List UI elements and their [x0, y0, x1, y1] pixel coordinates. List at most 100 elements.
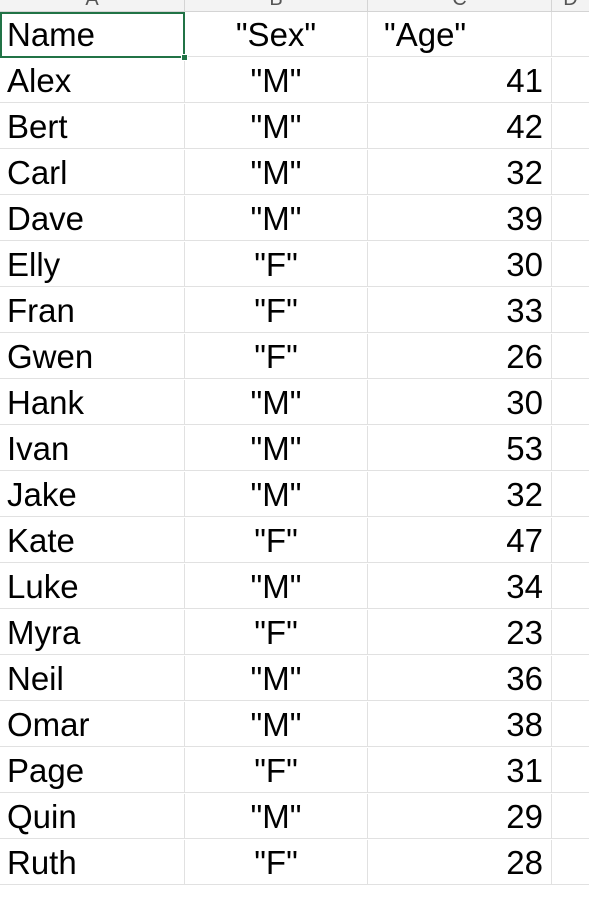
header-cell-sex[interactable]: "Sex" [185, 12, 368, 57]
name-cell[interactable]: Neil [0, 656, 185, 701]
sex-cell[interactable]: "M" [185, 150, 368, 195]
sex-cell[interactable]: "F" [185, 288, 368, 333]
age-cell[interactable]: 42 [368, 104, 552, 149]
name-cell[interactable]: Quin [0, 794, 185, 839]
sex-cell[interactable]: "M" [185, 104, 368, 149]
empty-cell[interactable] [552, 334, 589, 379]
empty-cell[interactable] [552, 840, 589, 885]
age-cell[interactable]: 26 [368, 334, 552, 379]
table-row: Bert "M" 42 [0, 104, 589, 150]
sex-cell[interactable]: "F" [185, 840, 368, 885]
age-cell[interactable]: 34 [368, 564, 552, 609]
sex-cell[interactable]: "F" [185, 518, 368, 563]
age-cell[interactable]: 32 [368, 472, 552, 517]
column-header-d[interactable]: D [552, 0, 589, 11]
table-row: Luke "M" 34 [0, 564, 589, 610]
age-cell[interactable]: 23 [368, 610, 552, 655]
age-cell[interactable]: 53 [368, 426, 552, 471]
sex-cell[interactable]: "M" [185, 794, 368, 839]
sex-cell[interactable]: "F" [185, 334, 368, 379]
empty-cell[interactable] [552, 518, 589, 563]
table-row: Jake "M" 32 [0, 472, 589, 518]
name-cell[interactable]: Page [0, 748, 185, 793]
name-cell[interactable]: Kate [0, 518, 185, 563]
table-row: Fran "F" 33 [0, 288, 589, 334]
sex-cell[interactable]: "M" [185, 564, 368, 609]
sex-cell[interactable]: "M" [185, 380, 368, 425]
sex-cell[interactable]: "M" [185, 702, 368, 747]
name-cell[interactable]: Hank [0, 380, 185, 425]
age-cell[interactable]: 30 [368, 380, 552, 425]
age-cell[interactable]: 47 [368, 518, 552, 563]
table-row: Hank "M" 30 [0, 380, 589, 426]
header-cell-name[interactable]: Name [0, 12, 185, 57]
name-cell[interactable]: Ivan [0, 426, 185, 471]
column-header-b[interactable]: B [185, 0, 368, 11]
name-cell[interactable]: Ruth [0, 840, 185, 885]
table-row: Omar "M" 38 [0, 702, 589, 748]
name-cell[interactable]: Jake [0, 472, 185, 517]
empty-cell[interactable] [552, 242, 589, 287]
empty-cell[interactable] [552, 104, 589, 149]
age-cell[interactable]: 28 [368, 840, 552, 885]
sex-cell[interactable]: "M" [185, 196, 368, 241]
age-cell[interactable]: 33 [368, 288, 552, 333]
name-cell[interactable]: Luke [0, 564, 185, 609]
table-row: Gwen "F" 26 [0, 334, 589, 380]
header-cell-age[interactable]: "Age" [368, 12, 552, 57]
sex-cell[interactable]: "F" [185, 242, 368, 287]
table-row: Carl "M" 32 [0, 150, 589, 196]
empty-cell[interactable] [552, 12, 589, 57]
table-row: Kate "F" 47 [0, 518, 589, 564]
empty-cell[interactable] [552, 610, 589, 655]
empty-cell[interactable] [552, 150, 589, 195]
age-cell[interactable]: 36 [368, 656, 552, 701]
age-cell[interactable]: 30 [368, 242, 552, 287]
age-cell[interactable]: 39 [368, 196, 552, 241]
name-cell[interactable]: Carl [0, 150, 185, 195]
name-cell[interactable]: Alex [0, 58, 185, 103]
sex-cell[interactable]: "F" [185, 610, 368, 655]
column-header-bar: A B C D [0, 0, 589, 12]
empty-cell[interactable] [552, 794, 589, 839]
age-cell[interactable]: 29 [368, 794, 552, 839]
name-cell[interactable]: Bert [0, 104, 185, 149]
empty-cell[interactable] [552, 426, 589, 471]
empty-cell[interactable] [552, 656, 589, 701]
table-row: Neil "M" 36 [0, 656, 589, 702]
fill-handle[interactable] [181, 54, 188, 61]
empty-cell[interactable] [552, 702, 589, 747]
sex-cell[interactable]: "M" [185, 656, 368, 701]
age-cell[interactable]: 31 [368, 748, 552, 793]
table-row: Alex "M" 41 [0, 58, 589, 104]
table-row: Quin "M" 29 [0, 794, 589, 840]
name-cell[interactable]: Fran [0, 288, 185, 333]
empty-cell[interactable] [552, 196, 589, 241]
sex-cell[interactable]: "M" [185, 58, 368, 103]
empty-cell[interactable] [552, 380, 589, 425]
sex-cell[interactable]: "M" [185, 472, 368, 517]
sex-cell[interactable]: "M" [185, 426, 368, 471]
table-row: Myra "F" 23 [0, 610, 589, 656]
table-row: Dave "M" 39 [0, 196, 589, 242]
empty-cell[interactable] [552, 564, 589, 609]
header-row: Name "Sex" "Age" [0, 12, 589, 58]
table-row: Elly "F" 30 [0, 242, 589, 288]
age-cell[interactable]: 38 [368, 702, 552, 747]
table-row: Ivan "M" 53 [0, 426, 589, 472]
empty-cell[interactable] [552, 288, 589, 333]
name-cell[interactable]: Gwen [0, 334, 185, 379]
name-cell[interactable]: Dave [0, 196, 185, 241]
name-cell[interactable]: Myra [0, 610, 185, 655]
empty-cell[interactable] [552, 58, 589, 103]
name-cell[interactable]: Omar [0, 702, 185, 747]
name-cell[interactable]: Elly [0, 242, 185, 287]
table-row: Page "F" 31 [0, 748, 589, 794]
age-cell[interactable]: 32 [368, 150, 552, 195]
empty-cell[interactable] [552, 472, 589, 517]
empty-cell[interactable] [552, 748, 589, 793]
column-header-a[interactable]: A [0, 0, 185, 11]
age-cell[interactable]: 41 [368, 58, 552, 103]
sex-cell[interactable]: "F" [185, 748, 368, 793]
column-header-c[interactable]: C [368, 0, 552, 11]
